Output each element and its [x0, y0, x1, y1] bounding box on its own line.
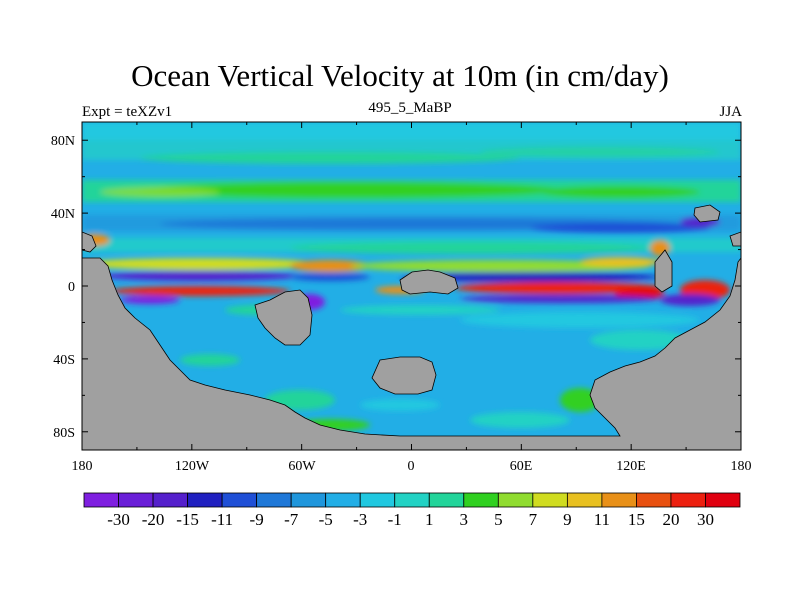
colorbar-label: -30 [107, 510, 130, 529]
land-northeast-island [693, 204, 721, 223]
experiment-name-label: Expt = teXZv1 [82, 104, 173, 120]
lon-label-0: 0 [408, 459, 415, 474]
land-southern-island [371, 356, 437, 395]
colorbar-label: -1 [388, 510, 402, 529]
colorbar-box [636, 492, 672, 508]
map-plot-area [82, 122, 741, 450]
colorbar-label: 7 [529, 510, 538, 529]
season-label: JJA [719, 104, 742, 120]
lat-label-0: 0 [68, 280, 75, 295]
colorbar-box [394, 492, 430, 508]
colorbar-box [359, 492, 396, 508]
land-west-coast [82, 231, 97, 253]
colorbar-label: -15 [176, 510, 199, 529]
colorbar-box [601, 492, 637, 508]
lon-label-180w: 180 [72, 459, 93, 474]
colorbar-label: 9 [563, 510, 572, 529]
colorbar-box [670, 492, 706, 508]
colorbar-box [290, 492, 327, 508]
map-title: Ocean Vertical Velocity at 10m (in cm/da… [131, 58, 669, 93]
colorbar-box [705, 492, 741, 508]
colorbar-box [497, 492, 534, 508]
lat-label-40n: 40N [51, 207, 75, 222]
colorbar-box [566, 492, 603, 508]
colorbar-label: -20 [142, 510, 165, 529]
lon-label-60w: 60W [288, 459, 316, 474]
land-masses [82, 204, 741, 450]
experiment-period-label: 495_5_MaBP [368, 100, 452, 116]
colorbar-box [463, 492, 499, 508]
colorbar-label: 30 [697, 510, 714, 529]
colorbar: -30 -20 -15 -11 -9 -7 -5 -3 -1 1 3 5 7 9 11 15 20 30 [83, 492, 741, 529]
lat-label-40s: 40S [53, 353, 75, 368]
colorbar-box [221, 492, 258, 508]
colorbar-box [83, 492, 119, 508]
colorbar-label: -5 [319, 510, 333, 529]
colorbar-label: 20 [662, 510, 679, 529]
land-equatorial-islands [399, 269, 459, 295]
colorbar-label: -9 [250, 510, 264, 529]
land-southern-continent [82, 257, 741, 450]
colorbar-box [256, 492, 292, 508]
colorbar-box [428, 492, 465, 508]
colorbar-box [152, 492, 188, 508]
lon-label-180e: 180 [731, 459, 752, 474]
lat-label-80s: 80S [53, 426, 75, 441]
velocity-field [82, 122, 741, 431]
land-east-edge [729, 231, 741, 247]
axis-ticks [81, 122, 742, 450]
lat-label-80n: 80N [51, 134, 75, 149]
colorbar-label: 1 [425, 510, 434, 529]
colorbar-label: 3 [460, 510, 469, 529]
lon-label-60e: 60E [510, 459, 533, 474]
land-central-block [254, 289, 313, 346]
colorbar-label: -3 [353, 510, 367, 529]
colorbar-box [325, 492, 361, 508]
lon-label-120w: 120W [175, 459, 210, 474]
colorbar-label: 11 [594, 510, 610, 529]
colorbar-label: -11 [211, 510, 233, 529]
colorbar-box [118, 492, 154, 508]
colorbar-label: 5 [494, 510, 503, 529]
lon-label-120e: 120E [616, 459, 646, 474]
colorbar-box [187, 492, 223, 508]
colorbar-box [532, 492, 568, 508]
land-eastern-peninsula [654, 249, 673, 293]
colorbar-label: 15 [628, 510, 645, 529]
colorbar-label: -7 [284, 510, 299, 529]
